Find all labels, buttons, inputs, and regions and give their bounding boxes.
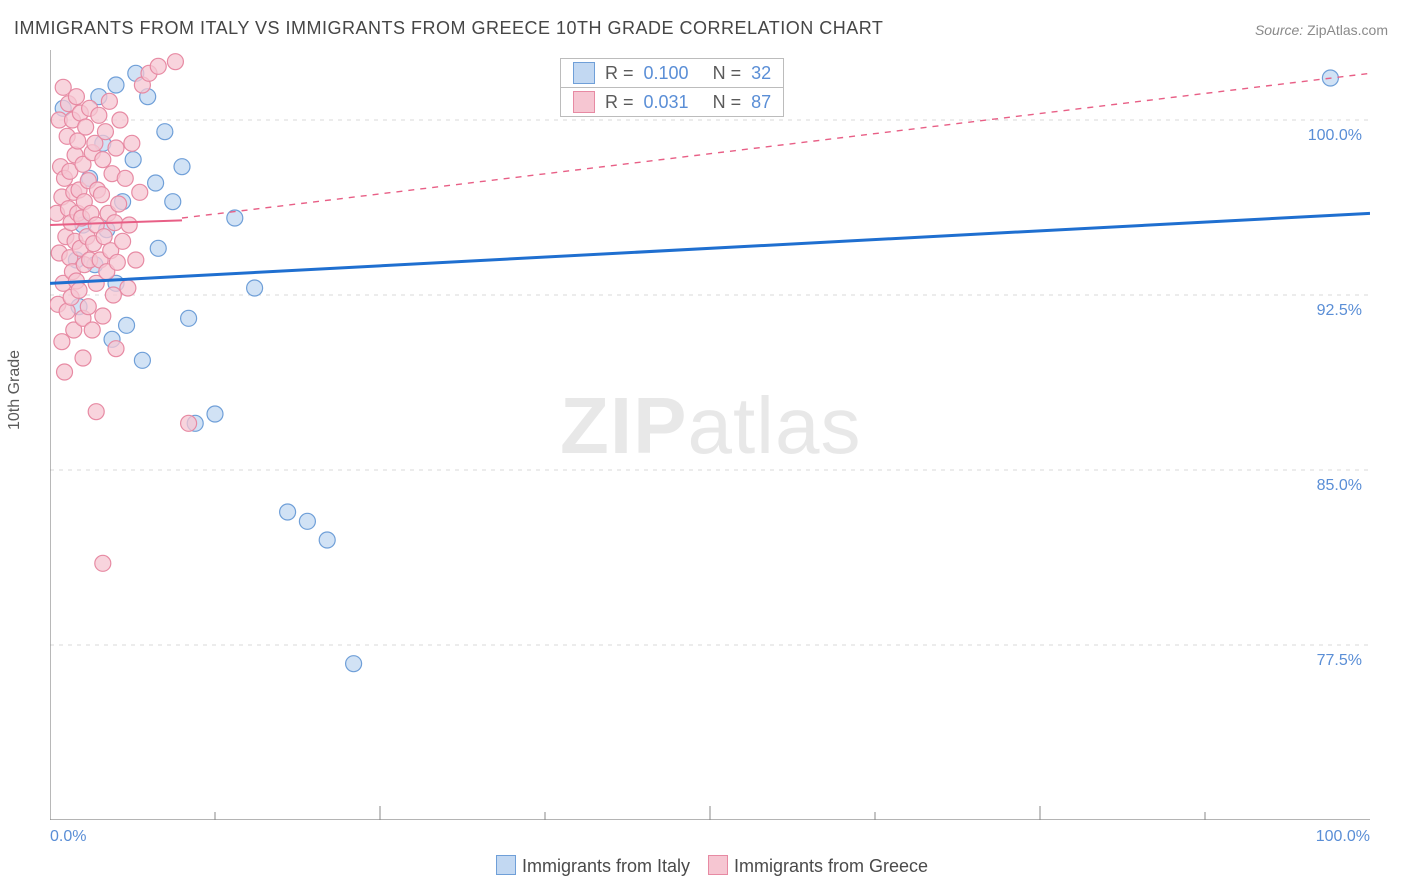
stat-r-value: 0.100	[644, 63, 689, 84]
y-axis-label: 10th Grade	[6, 350, 24, 430]
legend-label: Immigrants from Greece	[734, 856, 928, 876]
series-legend: Immigrants from Italy Immigrants from Gre…	[0, 855, 1406, 877]
source-credit: Source: ZipAtlas.com	[1255, 22, 1388, 38]
y-tick-label: 85.0%	[1315, 477, 1364, 495]
legend-swatch	[496, 855, 516, 875]
stat-r-value: 0.031	[644, 92, 689, 113]
source-label: Source:	[1255, 22, 1303, 38]
stat-n-label: N =	[713, 63, 742, 84]
stat-r-label: R =	[605, 92, 634, 113]
stats-legend: R = 0.100 N = 32 R = 0.031 N = 87	[560, 58, 784, 117]
scatter-plot	[50, 50, 1370, 820]
y-tick-label: 100.0%	[1306, 127, 1364, 145]
y-tick-label: 92.5%	[1315, 302, 1364, 320]
stats-row: R = 0.031 N = 87	[561, 87, 783, 116]
stats-row: R = 0.100 N = 32	[561, 59, 783, 87]
legend-label: Immigrants from Italy	[522, 856, 690, 876]
legend-swatch	[708, 855, 728, 875]
stat-n-value: 87	[751, 92, 771, 113]
stat-r-label: R =	[605, 63, 634, 84]
stat-n-value: 32	[751, 63, 771, 84]
stat-n-label: N =	[713, 92, 742, 113]
chart-title: IMMIGRANTS FROM ITALY VS IMMIGRANTS FROM…	[14, 18, 883, 39]
source-value: ZipAtlas.com	[1307, 22, 1388, 38]
y-tick-label: 77.5%	[1315, 652, 1364, 670]
x-tick-min: 0.0%	[50, 828, 86, 846]
legend-swatch	[573, 91, 595, 113]
legend-swatch	[573, 62, 595, 84]
x-tick-max: 100.0%	[1316, 828, 1370, 846]
